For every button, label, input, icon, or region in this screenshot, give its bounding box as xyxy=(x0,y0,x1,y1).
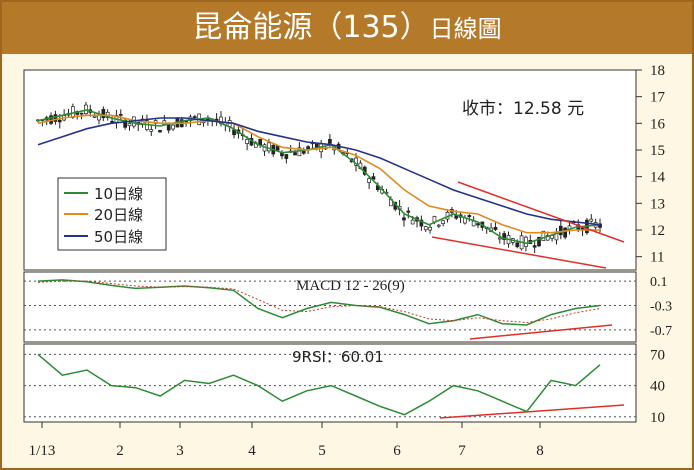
trend-line xyxy=(431,236,607,269)
y-tick-rsi: 40 xyxy=(650,379,665,395)
candle-body xyxy=(284,154,289,159)
candle-body xyxy=(127,123,132,127)
y-tick-macd: 0.1 xyxy=(650,275,668,290)
candle-body xyxy=(441,220,446,224)
macd-label: MACD 12 - 26(9) xyxy=(296,278,405,294)
candle-body xyxy=(367,178,371,183)
candle-body xyxy=(118,114,123,116)
y-tick-price: 16 xyxy=(650,116,666,132)
candle-body xyxy=(563,227,567,238)
x-tick-label: 5 xyxy=(318,443,326,459)
chart-title-suffix: 日線圖 xyxy=(429,15,502,43)
y-tick-rsi: 70 xyxy=(650,347,665,363)
candle-body xyxy=(293,152,297,156)
ma-line-20日線 xyxy=(37,114,600,234)
candle-body xyxy=(541,230,546,241)
ma-line-50日線 xyxy=(37,117,601,226)
grid-lines xyxy=(24,280,636,418)
candle-body xyxy=(328,139,332,144)
macd-line-Signal xyxy=(37,280,601,324)
rsi-line xyxy=(37,353,601,416)
candle-body xyxy=(502,233,507,240)
x-tick-label: 2 xyxy=(116,443,124,459)
candle-body xyxy=(406,210,411,213)
candle-body xyxy=(471,220,476,227)
candle-body xyxy=(110,120,114,123)
candle-body xyxy=(192,116,197,119)
close-price-label: 收市：12.58 元 xyxy=(462,99,584,119)
candle-body xyxy=(428,227,432,231)
y-tick-macd: -0.7 xyxy=(650,324,672,339)
candle-body xyxy=(524,236,528,247)
trend-line xyxy=(439,404,625,419)
candle-body xyxy=(537,236,541,247)
candle-body xyxy=(171,124,175,130)
y-tick-price: 14 xyxy=(650,170,666,186)
trend-line xyxy=(469,324,613,340)
candle-body xyxy=(558,225,563,236)
candle-body xyxy=(53,114,58,122)
legend-label-ma10: 10日線 xyxy=(94,185,143,203)
rsi-panel xyxy=(23,343,637,423)
candle-body xyxy=(476,223,480,226)
candle-body xyxy=(410,219,415,225)
chart-title-code: （135） xyxy=(312,10,430,45)
candle-body xyxy=(92,115,97,118)
trend-line xyxy=(457,181,625,243)
x-axis-labels: 1/13 2 3 4 5 6 7 8 xyxy=(29,422,544,459)
legend: 10日線 20日線 50日線 xyxy=(57,177,167,251)
y-tick-price: 18 xyxy=(650,63,665,79)
moving-average-lines xyxy=(37,109,601,245)
y-tick-price: 12 xyxy=(650,223,665,239)
rsi-line-path xyxy=(37,353,601,416)
title-bar: 昆侖能源（135）日線圖 xyxy=(2,2,692,54)
trend-lines xyxy=(431,181,625,419)
candle-body xyxy=(515,242,520,248)
chart-title-name: 昆侖能源 xyxy=(192,10,313,45)
candle-body xyxy=(149,129,154,132)
y-tick-rsi: 10 xyxy=(650,410,665,426)
candle-body xyxy=(467,215,472,217)
candle-body xyxy=(371,176,376,180)
candle-body xyxy=(158,130,162,133)
candle-body xyxy=(497,237,502,240)
y-tick-price: 17 xyxy=(650,90,666,106)
y-tick-price: 11 xyxy=(650,250,664,266)
rsi-label: 9RSI：60.01 xyxy=(292,348,384,366)
y-axis-labels: 18 17 16 15 14 13 12 11 0.1 -0.3 -0.7 70 40 10 xyxy=(636,63,672,426)
candle-body xyxy=(245,138,249,144)
candle-body xyxy=(589,218,594,222)
candle-body xyxy=(423,226,428,231)
legend-label-ma20: 20日線 xyxy=(94,206,143,224)
x-tick-label: 7 xyxy=(458,443,466,459)
candle-body xyxy=(57,119,62,123)
macd-panel xyxy=(23,271,637,343)
candle-body xyxy=(493,226,498,230)
candle-body xyxy=(532,245,537,248)
y-tick-price: 15 xyxy=(650,143,665,159)
candle-body xyxy=(267,142,271,152)
candle-body xyxy=(101,108,106,119)
ma-line-10日線 xyxy=(37,109,601,245)
legend-label-ma50: 50日線 xyxy=(94,228,143,246)
y-tick-price: 13 xyxy=(650,196,665,212)
x-tick-label: 8 xyxy=(536,443,544,459)
x-tick-label: 3 xyxy=(176,443,184,459)
x-tick-label: 1/13 xyxy=(29,443,56,459)
x-tick-label: 4 xyxy=(248,443,256,459)
macd-lines xyxy=(37,279,601,326)
macd-line-MACD xyxy=(37,279,601,326)
y-tick-macd: -0.3 xyxy=(650,299,672,314)
candle-body xyxy=(436,224,441,227)
candle-body xyxy=(419,219,424,227)
candle-body xyxy=(79,112,84,115)
candle-body xyxy=(402,217,406,221)
x-tick-label: 6 xyxy=(393,443,401,459)
